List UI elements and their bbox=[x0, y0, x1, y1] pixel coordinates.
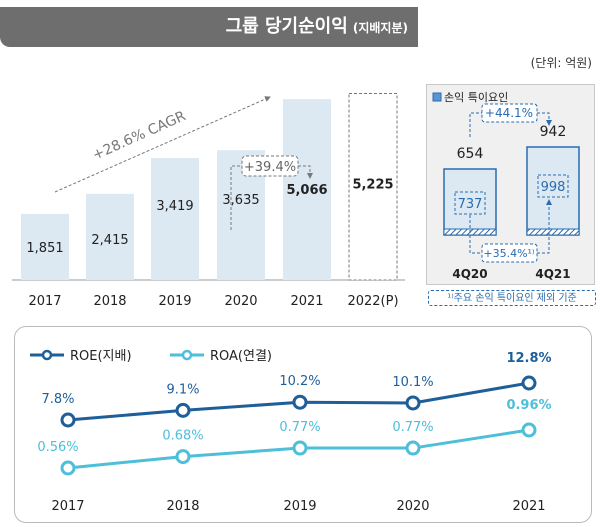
data-point bbox=[292, 440, 308, 456]
adjusted-value-label: 737 bbox=[458, 197, 483, 212]
bar-value-label: 3,419 bbox=[156, 199, 193, 214]
bar-value-label: 5,066 bbox=[286, 183, 327, 198]
legend-label: ROE(지배) bbox=[70, 349, 132, 364]
cagr-arrow bbox=[54, 96, 271, 193]
footnote: ¹⁾주요 손익 특이요인 제외 기준 bbox=[428, 290, 596, 306]
x-tick-label: 2018 bbox=[166, 499, 199, 514]
data-point bbox=[60, 460, 76, 476]
bar-value-label: 942 bbox=[540, 124, 567, 140]
data-point bbox=[405, 395, 421, 411]
x-tick-label: 2017 bbox=[28, 294, 61, 309]
bar-2022(P) bbox=[348, 92, 398, 281]
data-point bbox=[292, 394, 308, 410]
legend-label: 손익 특이요인 bbox=[444, 91, 508, 104]
x-tick-label: 2019 bbox=[283, 499, 316, 514]
bar-4Q21 bbox=[526, 146, 580, 236]
data-label: 9.1% bbox=[166, 382, 199, 397]
bar-value-label: 654 bbox=[457, 146, 484, 162]
x-tick-label: 2017 bbox=[51, 499, 84, 514]
x-tick-label: 2021 bbox=[290, 294, 323, 309]
line-chart-box bbox=[14, 326, 592, 523]
data-point bbox=[521, 375, 537, 391]
data-label: 0.77% bbox=[279, 420, 320, 435]
qoq-bracket bbox=[469, 112, 549, 137]
title-bar: 그룹 당기순이익 (지배지분) bbox=[0, 7, 418, 47]
bar-2017 bbox=[21, 213, 69, 280]
adjusted-box bbox=[454, 191, 486, 215]
data-label: 7.8% bbox=[41, 392, 74, 407]
x-tick-label: 2020 bbox=[224, 294, 257, 309]
data-label: 10.1% bbox=[392, 375, 433, 390]
x-tick-label: 2018 bbox=[93, 294, 126, 309]
legend-marker bbox=[41, 349, 53, 361]
growth-bracket bbox=[230, 165, 310, 230]
adjusted-growth-box bbox=[481, 243, 538, 263]
data-label: 10.2% bbox=[279, 374, 320, 389]
data-point bbox=[405, 440, 421, 456]
bar-2018 bbox=[86, 193, 134, 280]
data-point bbox=[60, 412, 76, 428]
chart-title: 그룹 당기순이익 bbox=[225, 16, 348, 37]
data-label: 0.96% bbox=[506, 398, 551, 413]
data-label: 0.56% bbox=[37, 440, 78, 455]
unit-label: (단위: 억원) bbox=[530, 56, 592, 70]
bar-value-label: 3,635 bbox=[222, 193, 259, 208]
bar-2021 bbox=[283, 99, 331, 280]
chart-subtitle: (지배지분) bbox=[352, 21, 408, 35]
cagr-annotation: +28.6% CAGR bbox=[90, 108, 188, 164]
qoq-box bbox=[481, 103, 538, 123]
data-label: 0.68% bbox=[162, 429, 203, 444]
x-tick-label: 2020 bbox=[396, 499, 429, 514]
bar-2019 bbox=[151, 157, 199, 280]
legend-label: ROA(연결) bbox=[210, 349, 272, 364]
qoq-annotation: +44.1% bbox=[485, 106, 533, 120]
legend-marker bbox=[181, 349, 193, 361]
legend-swatch bbox=[432, 92, 442, 102]
adjusted-growth-annotation: +35.4%¹⁾ bbox=[483, 247, 535, 260]
growth-annotation: +39.4% bbox=[244, 160, 296, 175]
bar-value-label: 2,415 bbox=[91, 233, 128, 248]
x-tick-label: 2019 bbox=[158, 294, 191, 309]
x-tick-label: 2021 bbox=[512, 499, 545, 514]
special-factor-4Q21 bbox=[526, 228, 580, 236]
adjusted-value-label: 998 bbox=[541, 180, 566, 195]
bar-value-label: 1,851 bbox=[26, 241, 63, 256]
data-point bbox=[521, 422, 537, 438]
data-label: 0.77% bbox=[392, 420, 433, 435]
x-tick-label: 4Q21 bbox=[535, 267, 570, 281]
x-tick-label: 4Q20 bbox=[452, 267, 487, 281]
data-point bbox=[175, 449, 191, 465]
data-label: 12.8% bbox=[506, 351, 551, 366]
growth-box bbox=[241, 155, 299, 177]
data-point bbox=[175, 402, 191, 418]
x-tick-label: 2022(P) bbox=[347, 294, 398, 309]
bar-value-label: 5,225 bbox=[352, 177, 393, 192]
adjusted-bracket bbox=[469, 200, 549, 254]
